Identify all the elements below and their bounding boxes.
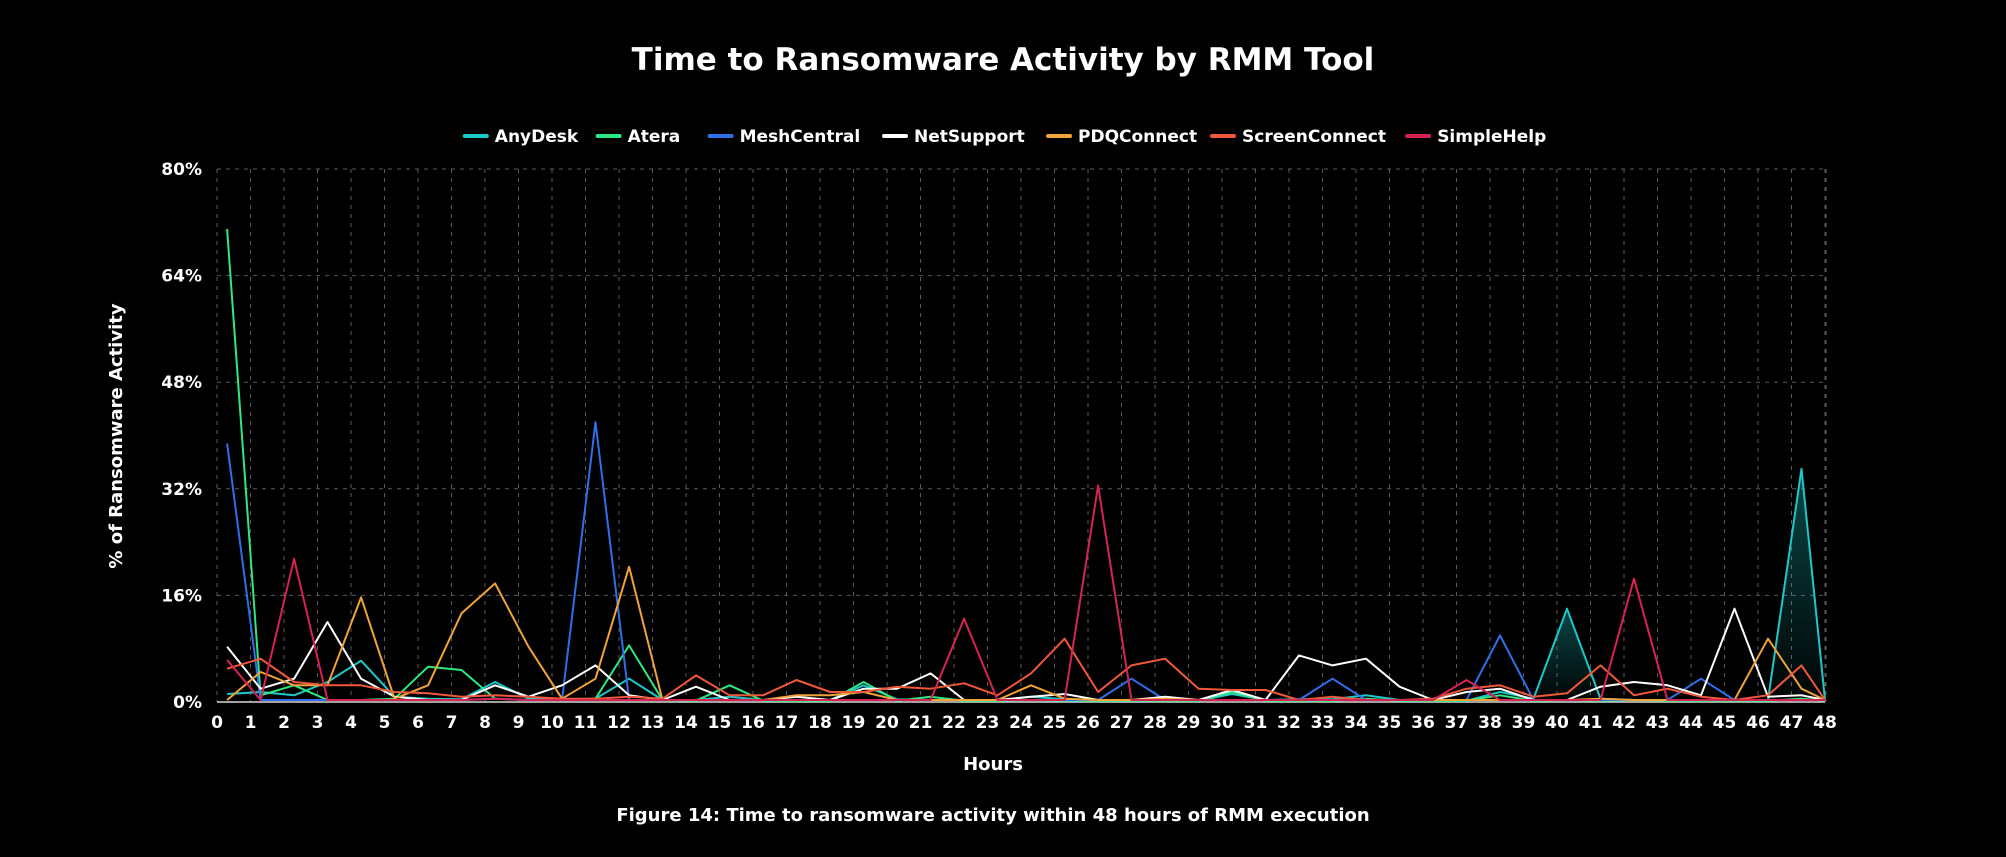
x-tick-label: 32 [1277, 713, 1301, 733]
series-line-simplehelp [226, 484, 1825, 701]
legend-label: AnyDesk [495, 127, 579, 147]
legend-item-meshcentral: MeshCentral [707, 127, 861, 147]
legend-item-screenconnect: ScreenConnect [1210, 127, 1386, 147]
x-tick-label: 14 [674, 713, 698, 733]
x-tick-label: 39 [1512, 713, 1536, 733]
x-tick-label: 16 [741, 713, 765, 733]
legend-label: Atera [628, 127, 681, 147]
x-tick-label: 30 [1210, 713, 1234, 733]
x-tick-label: 17 [775, 713, 799, 733]
legend-item-atera: Atera [595, 127, 681, 147]
x-tick-label: 3 [312, 713, 324, 733]
x-tick-label: 33 [1311, 713, 1335, 733]
x-tick-label: 2 [278, 713, 290, 733]
x-tick-label: 47 [1780, 713, 1804, 733]
x-tick-label: 11 [574, 713, 598, 733]
legend-item-anydesk: AnyDesk [462, 127, 579, 147]
legend-label: PDQConnect [1078, 127, 1197, 147]
legend-item-pdqconnect: PDQConnect [1046, 127, 1197, 147]
x-tick-label: 20 [875, 713, 899, 733]
x-tick-label: 37 [1445, 713, 1469, 733]
x-tick-label: 46 [1746, 713, 1770, 733]
chart-legend: AnyDesk Atera MeshCentral NetSupport PDQConn… [462, 127, 1546, 147]
y-tick-label: 16% [161, 586, 202, 606]
y-tick-label: 80% [161, 160, 202, 180]
x-tick-label: 5 [379, 713, 391, 733]
x-tick-label: 28 [1143, 713, 1167, 733]
legend-item-netsupport: NetSupport [882, 127, 1025, 147]
x-tick-label: 29 [1177, 713, 1201, 733]
series-glow-area [1500, 468, 1825, 702]
x-tick-label: 24 [1009, 713, 1033, 733]
x-tick-label: 12 [607, 713, 631, 733]
x-axis-label: Hours [963, 754, 1023, 775]
x-tick-label: 8 [479, 713, 491, 733]
x-tick-label: 26 [1076, 713, 1100, 733]
x-tick-label: 35 [1378, 713, 1402, 733]
x-tick-label: 34 [1344, 713, 1368, 733]
legend-label: ScreenConnect [1242, 127, 1386, 147]
x-tick-label: 22 [942, 713, 966, 733]
x-tick-label: 15 [708, 713, 732, 733]
x-tick-label: 44 [1679, 713, 1703, 733]
legend-label: MeshCentral [740, 127, 861, 147]
x-tick-label: 9 [513, 713, 525, 733]
x-tick-label: 10 [540, 713, 564, 733]
chart-title: Time to Ransomware Activity by RMM Tool [632, 42, 1375, 78]
series-line-atera [226, 228, 1826, 702]
legend-label: NetSupport [914, 127, 1025, 147]
x-tick-label: 18 [808, 713, 832, 733]
x-tick-label: 23 [976, 713, 1000, 733]
x-tick-label: 31 [1244, 713, 1268, 733]
x-tick-label: 43 [1646, 713, 1670, 733]
x-tick-label: 27 [1110, 713, 1134, 733]
x-tick-label: 45 [1713, 713, 1737, 733]
y-tick-label: 0% [173, 693, 202, 713]
x-tick-label: 4 [345, 713, 357, 733]
x-tick-label: 41 [1579, 713, 1603, 733]
x-tick-label: 40 [1545, 713, 1569, 733]
x-tick-label: 19 [842, 713, 866, 733]
x-tick-label: 48 [1813, 713, 1837, 733]
x-tick-label: 7 [446, 713, 458, 733]
legend-label: SimpleHelp [1437, 127, 1546, 147]
x-tick-label: 0 [211, 713, 223, 733]
y-axis-ticks: 0% 16% 32% 48% 64% 80% [161, 160, 202, 713]
x-tick-label: 25 [1043, 713, 1067, 733]
y-tick-label: 32% [161, 480, 202, 500]
x-tick-label: 42 [1612, 713, 1636, 733]
x-tick-label: 38 [1478, 713, 1502, 733]
x-tick-label: 36 [1411, 713, 1435, 733]
series-lines [226, 228, 1826, 702]
x-tick-label: 21 [909, 713, 933, 733]
x-tick-label: 13 [641, 713, 665, 733]
figure-caption: Figure 14: Time to ransomware activity w… [616, 805, 1369, 826]
y-axis-label: % of Ransomware Activity [106, 303, 127, 568]
y-tick-label: 48% [161, 373, 202, 393]
legend-item-simplehelp: SimpleHelp [1405, 127, 1546, 147]
x-axis-ticks: 0 1 2 3 4 5 6 7 8 9 10 11 12 13 14 15 16 17 18 19 20 21 22 23 24… [211, 713, 1837, 733]
series-line-screenconnect [226, 637, 1826, 701]
x-tick-label: 6 [412, 713, 424, 733]
y-tick-label: 64% [161, 267, 202, 287]
series-area-anydesk [1734, 468, 1825, 702]
x-tick-label: 1 [245, 713, 257, 733]
